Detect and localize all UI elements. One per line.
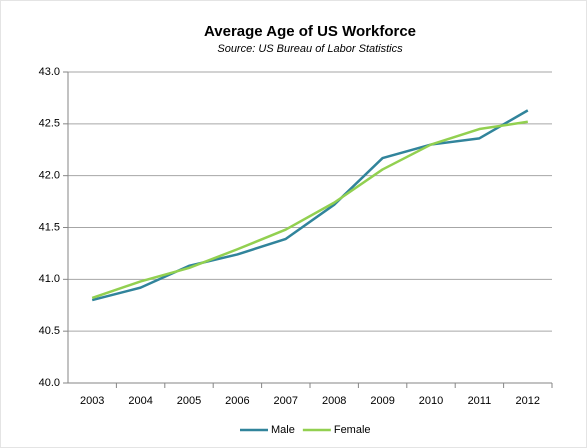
x-tick-label: 2004	[128, 395, 152, 407]
chart-title: Average Age of US Workforce	[204, 23, 416, 40]
y-tick-label: 43.0	[39, 66, 60, 78]
x-tick-label: 2010	[419, 395, 443, 407]
y-tick-label: 40.0	[39, 377, 60, 389]
legend-label: Male	[271, 424, 295, 436]
x-tick-label: 2006	[225, 395, 249, 407]
series-line	[91, 120, 528, 300]
y-tick-label: 41.5	[39, 221, 60, 233]
y-tick-label: 40.5	[39, 325, 60, 337]
x-tick-label: 2012	[516, 395, 540, 407]
x-tick-label: 2005	[177, 395, 201, 407]
x-tick-label: 2009	[370, 395, 394, 407]
series-line	[91, 109, 529, 302]
y-tick-label: 42.0	[39, 170, 60, 182]
legend-label: Female	[334, 424, 371, 436]
x-tick-label: 2008	[322, 395, 346, 407]
x-tick-label: 2007	[274, 395, 298, 407]
x-tick-label: 2003	[80, 395, 104, 407]
chart-subtitle: Source: US Bureau of Labor Statistics	[217, 43, 403, 55]
x-tick-label: 2011	[468, 395, 492, 407]
y-tick-label: 41.0	[39, 273, 60, 285]
y-tick-label: 42.5	[39, 118, 60, 130]
